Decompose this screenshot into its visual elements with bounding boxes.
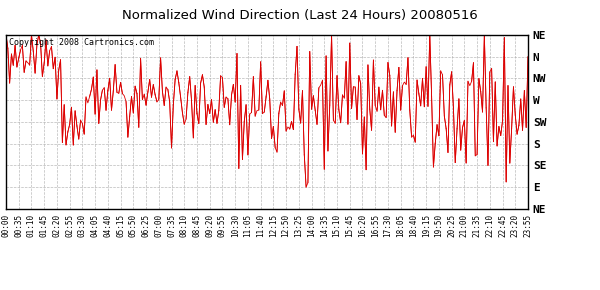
Text: Copyright 2008 Cartronics.com: Copyright 2008 Cartronics.com (8, 38, 154, 47)
Text: Normalized Wind Direction (Last 24 Hours) 20080516: Normalized Wind Direction (Last 24 Hours… (122, 9, 478, 22)
